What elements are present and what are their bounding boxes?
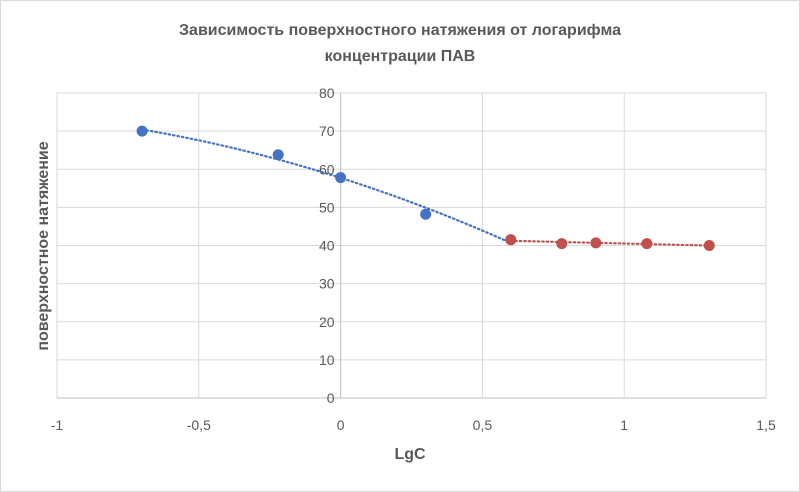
data-point-series-2	[505, 234, 517, 246]
chart-title-line-2: концентрации ПАВ	[324, 48, 476, 65]
data-point-series-2	[556, 238, 568, 250]
x-axis-label: LgC	[394, 446, 426, 463]
axes	[57, 93, 766, 399]
y-tick-label: 0	[327, 390, 335, 406]
x-tick-label: 0	[337, 417, 345, 433]
y-axis-label: поверхностное натяжение	[35, 141, 52, 350]
data-point-series-2	[590, 237, 602, 249]
data-point-series-2	[703, 240, 715, 251]
x-tick-label: -1	[51, 417, 64, 433]
y-tick-label: 70	[319, 123, 335, 139]
x-tick-label: 1,5	[756, 417, 776, 433]
trendline-series-1	[140, 128, 512, 245]
y-tick-label: 80	[319, 85, 335, 101]
data-point-series-2	[641, 238, 653, 250]
y-tick-label: 10	[319, 352, 335, 368]
y-tick-label: 40	[319, 238, 335, 254]
x-tick-label: 1	[620, 417, 628, 433]
data-points	[136, 125, 715, 251]
data-point-series-1	[272, 149, 284, 161]
data-point-series-1	[420, 208, 432, 220]
data-point-series-1	[136, 125, 148, 137]
trendlines	[140, 128, 711, 247]
data-point-series-1	[335, 172, 347, 184]
grid-lines	[56, 92, 767, 398]
y-tick-label: 50	[319, 199, 335, 215]
chart-title-line-1: Зависимость поверхностного натяжения от …	[179, 22, 621, 39]
y-tick-label: 30	[319, 276, 335, 292]
trendline-series-2	[509, 239, 711, 247]
x-tick-label: -0,5	[187, 417, 211, 433]
y-tick-label: 20	[319, 314, 335, 330]
x-tick-label: 0,5	[473, 417, 493, 433]
